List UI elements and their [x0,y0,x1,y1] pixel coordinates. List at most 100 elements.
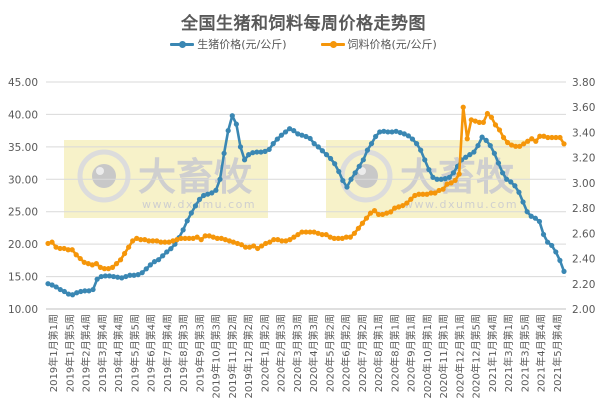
data-point[interactable] [389,129,395,135]
legend-item-pig-price[interactable]: 生猪价格(元/公斤) [170,36,287,52]
data-point[interactable] [166,239,172,245]
data-point[interactable] [545,239,551,245]
data-point[interactable] [117,257,124,263]
data-point[interactable] [105,266,112,272]
data-point[interactable] [94,276,100,282]
data-point[interactable] [222,237,228,243]
data-point[interactable] [504,176,510,182]
data-point[interactable] [533,138,539,144]
data-point[interactable] [379,211,386,218]
data-point[interactable] [311,229,317,235]
data-point[interactable] [476,119,482,125]
data-point[interactable] [442,176,448,182]
data-point[interactable] [436,187,442,194]
data-point[interactable] [283,238,289,244]
data-point[interactable] [202,233,208,239]
data-point[interactable] [205,191,211,197]
data-point[interactable] [170,238,176,244]
data-point[interactable] [487,142,493,149]
data-point[interactable] [82,288,88,294]
data-point[interactable] [246,152,252,158]
data-point[interactable] [238,242,245,248]
data-point[interactable] [340,177,346,184]
data-point[interactable] [237,144,244,150]
data-point[interactable] [508,179,514,185]
data-point[interactable] [418,147,424,153]
data-point[interactable] [332,161,338,167]
data-point[interactable] [213,187,219,193]
data-point[interactable] [472,118,478,124]
data-point[interactable] [267,239,273,245]
data-point[interactable] [146,238,152,244]
data-point[interactable] [295,131,301,137]
data-point[interactable] [348,176,354,182]
data-point[interactable] [463,154,469,160]
data-point[interactable] [139,270,145,276]
data-point[interactable] [367,210,374,216]
data-point[interactable] [123,273,129,280]
data-point[interactable] [529,136,535,142]
data-point[interactable] [408,196,414,202]
data-point[interactable] [295,231,301,238]
data-point[interactable] [377,129,383,135]
data-point[interactable] [438,176,444,182]
data-point[interactable] [209,190,215,196]
data-point[interactable] [263,240,269,247]
data-point[interactable] [434,176,440,182]
data-point[interactable] [405,133,411,139]
data-point[interactable] [424,191,430,197]
data-point[interactable] [483,137,489,143]
data-point[interactable] [250,243,257,249]
data-point[interactable] [528,213,534,219]
data-point[interactable] [174,237,180,243]
data-point[interactable] [225,128,231,134]
data-point[interactable] [53,284,59,290]
data-point[interactable] [162,239,168,245]
data-point[interactable] [561,141,567,147]
data-point[interactable] [513,143,519,149]
data-point[interactable] [97,264,104,270]
data-point[interactable] [210,234,216,240]
data-point[interactable] [311,141,317,147]
data-point[interactable] [512,183,518,189]
data-point[interactable] [557,257,563,263]
data-point[interactable] [359,220,366,226]
data-point[interactable] [61,245,67,252]
data-point[interactable] [409,136,416,142]
data-point[interactable] [440,186,446,192]
data-point[interactable] [375,211,382,218]
data-point[interactable] [499,170,506,176]
data-point[interactable] [168,246,174,252]
data-point[interactable] [426,166,432,173]
data-point[interactable] [525,138,531,144]
data-point[interactable] [450,170,457,176]
data-point[interactable] [78,288,84,295]
data-point[interactable] [86,288,92,294]
data-point[interactable] [258,149,264,155]
data-point[interactable] [119,275,125,281]
data-point[interactable] [396,204,402,210]
data-point[interactable] [520,199,526,205]
data-point[interactable] [299,229,305,235]
data-point[interactable] [347,234,353,240]
data-point[interactable] [385,129,391,135]
data-point[interactable] [491,150,497,156]
data-point[interactable] [188,210,194,216]
data-point[interactable] [446,174,452,180]
data-point[interactable] [363,215,370,221]
data-point[interactable] [401,131,407,137]
data-point[interactable] [448,180,454,186]
data-point[interactable] [371,208,378,214]
data-point[interactable] [432,190,438,196]
data-point[interactable] [90,286,96,293]
data-point[interactable] [500,134,507,141]
data-point[interactable] [404,200,410,206]
data-point[interactable] [102,273,108,279]
data-point[interactable] [45,240,51,247]
data-point[interactable] [57,245,63,252]
data-point[interactable] [536,218,543,225]
data-point[interactable] [540,231,547,238]
data-point[interactable] [287,237,293,243]
data-point[interactable] [339,235,345,241]
data-point[interactable] [479,134,485,140]
